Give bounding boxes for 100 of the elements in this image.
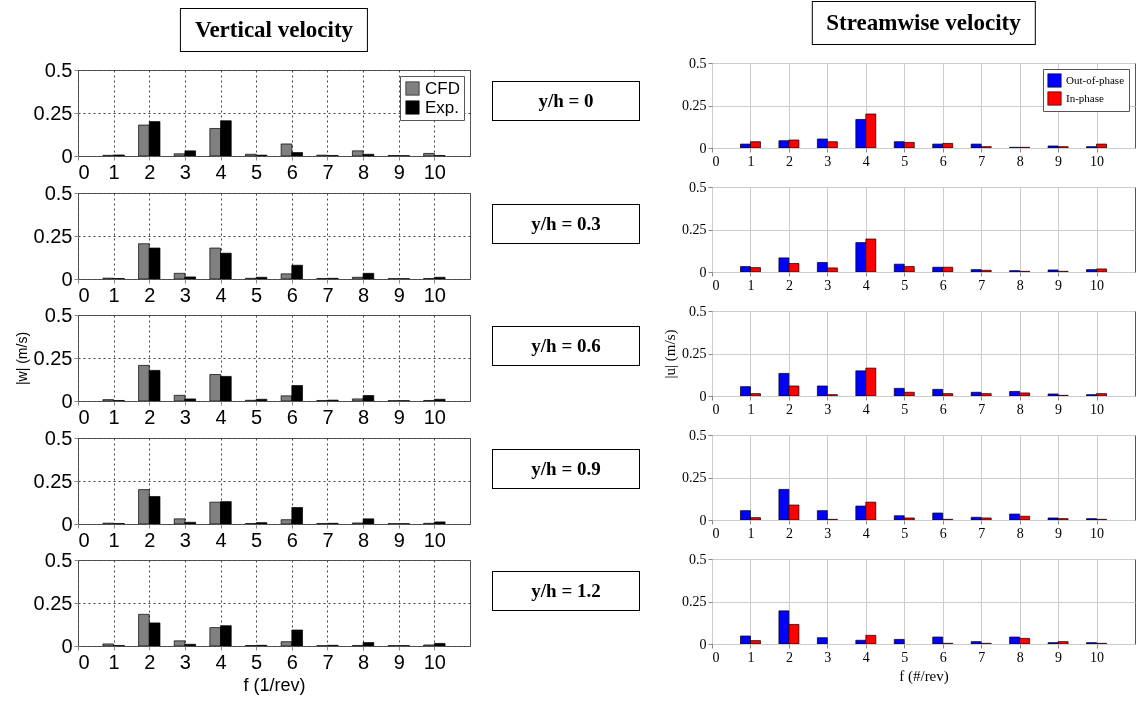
y-tick-label: 0.25 (682, 346, 707, 361)
x-tick-label: 2 (785, 277, 793, 293)
x-tick-label: 7 (322, 405, 334, 428)
x-tick-label: 10 (423, 528, 446, 550)
x-tick-label: 8 (1016, 401, 1024, 417)
x-tick-label: 6 (939, 153, 947, 169)
x-tick-label: 4 (215, 283, 227, 305)
y-tick-label: 0.5 (44, 548, 73, 571)
x-tick-label: 3 (179, 528, 191, 550)
y-tick-label: 0.25 (682, 594, 707, 609)
chart-title: Streamwise velocity (811, 1, 1036, 45)
x-tick-label: 7 (322, 650, 334, 673)
x-tick-label: 8 (358, 650, 370, 673)
bar (893, 639, 905, 644)
legend-label: Out-of-phase (1066, 73, 1125, 86)
x-tick-label: 4 (215, 405, 227, 428)
x-tick-label: 5 (901, 401, 909, 417)
y-tick-label: 0 (699, 140, 707, 156)
x-tick-label: 6 (939, 525, 947, 541)
x-tick-label: 1 (747, 401, 755, 417)
x-tick-label: 1 (108, 160, 120, 183)
y-tick-label: 0 (699, 636, 707, 652)
x-tick-label: 4 (215, 528, 227, 550)
x-tick-label: 10 (1090, 401, 1105, 417)
x-tick-label: 3 (824, 649, 832, 665)
x-tick-label: 10 (1090, 525, 1105, 541)
x-tick-label: 0 (78, 528, 90, 550)
y-tick-label: 0.25 (682, 470, 707, 485)
x-tick-label: 3 (179, 650, 191, 673)
x-tick-label: 6 (286, 283, 298, 305)
x-tick-label: 9 (1055, 649, 1063, 665)
y-tick-label: 0.25 (682, 222, 707, 237)
x-tick-label: 8 (1016, 525, 1024, 541)
x-tick-label: 7 (978, 525, 986, 541)
x-tick-label: 6 (286, 528, 298, 550)
text: y/h = 1.2 (492, 571, 640, 611)
x-tick-label: 5 (901, 525, 909, 541)
y-tick-label: 0 (699, 512, 707, 528)
x-tick-label: 9 (1055, 153, 1063, 169)
x-tick-label: 0 (78, 405, 90, 428)
x-tick-label: 9 (393, 405, 405, 428)
y-tick-label: 0.25 (682, 98, 707, 113)
y-tick-label: 0.25 (33, 469, 73, 491)
x-axis-title: f (#/rev) (899, 667, 949, 685)
x-tick-label: 8 (358, 405, 370, 428)
y-tick-label: 0.25 (33, 101, 73, 124)
x-tick-label: 1 (108, 283, 120, 305)
y-tick-label: 0.5 (689, 179, 707, 195)
y-tick-label: 0.5 (689, 551, 707, 567)
x-tick-label: 7 (322, 160, 334, 183)
x-tick-label: 0 (78, 283, 90, 305)
x-tick-label: 4 (862, 153, 870, 169)
x-tick-label: 2 (785, 153, 793, 169)
x-tick-label: 4 (862, 649, 870, 665)
x-tick-label: 2 (144, 283, 156, 305)
x-tick-label: 5 (901, 153, 909, 169)
x-tick-label: 10 (423, 405, 446, 428)
x-tick-label: 5 (251, 160, 263, 183)
x-tick-label: 10 (1090, 277, 1105, 293)
x-tick-label: 5 (251, 283, 263, 305)
x-tick-label: 2 (785, 525, 793, 541)
x-tick-label: 1 (108, 650, 120, 673)
y-tick-label: 0.5 (44, 181, 73, 203)
x-tick-label: 8 (1016, 277, 1024, 293)
x-tick-label: 0 (712, 277, 720, 293)
x-tick-label: 9 (393, 650, 405, 673)
x-tick-label: 5 (251, 405, 263, 428)
y-tick-label: 0.5 (44, 426, 73, 448)
x-tick-label: 0 (712, 525, 720, 541)
x-tick-label: 0 (78, 650, 90, 673)
x-tick-label: 10 (423, 650, 446, 673)
y-tick-label: 0.25 (33, 346, 73, 369)
x-axis-title: f (1/rev) (243, 674, 306, 695)
x-tick-label: 5 (251, 528, 263, 550)
x-tick-label: 4 (862, 525, 870, 541)
x-tick-label: 8 (358, 160, 370, 183)
x-tick-label: 8 (358, 283, 370, 305)
x-tick-label: 6 (286, 650, 298, 673)
y-tick-label: 0.25 (33, 224, 73, 246)
x-tick-label: 1 (747, 277, 755, 293)
x-tick-label: 1 (108, 405, 120, 428)
x-tick-label: 3 (824, 401, 832, 417)
text: y/h = 0.3 (492, 203, 640, 244)
legend-label: Exp. (425, 97, 460, 117)
x-tick-label: 1 (108, 528, 120, 550)
x-tick-label: 8 (358, 528, 370, 550)
y-tick-label: 0.5 (689, 55, 707, 71)
x-tick-label: 4 (215, 650, 227, 673)
y-tick-label: 0 (699, 388, 707, 404)
x-tick-label: 2 (785, 649, 793, 665)
x-tick-label: 10 (1090, 649, 1105, 665)
x-tick-label: 3 (824, 153, 832, 169)
x-tick-label: 5 (901, 649, 909, 665)
x-tick-label: 1 (747, 153, 755, 169)
x-tick-label: 0 (78, 160, 90, 183)
y-axis-title: |u| (m/s) (662, 329, 679, 379)
legend-label: CFD (425, 78, 460, 98)
x-tick-label: 0 (712, 401, 720, 417)
y-axis-title: |w| (m/s) (13, 331, 30, 386)
bar (817, 637, 828, 644)
